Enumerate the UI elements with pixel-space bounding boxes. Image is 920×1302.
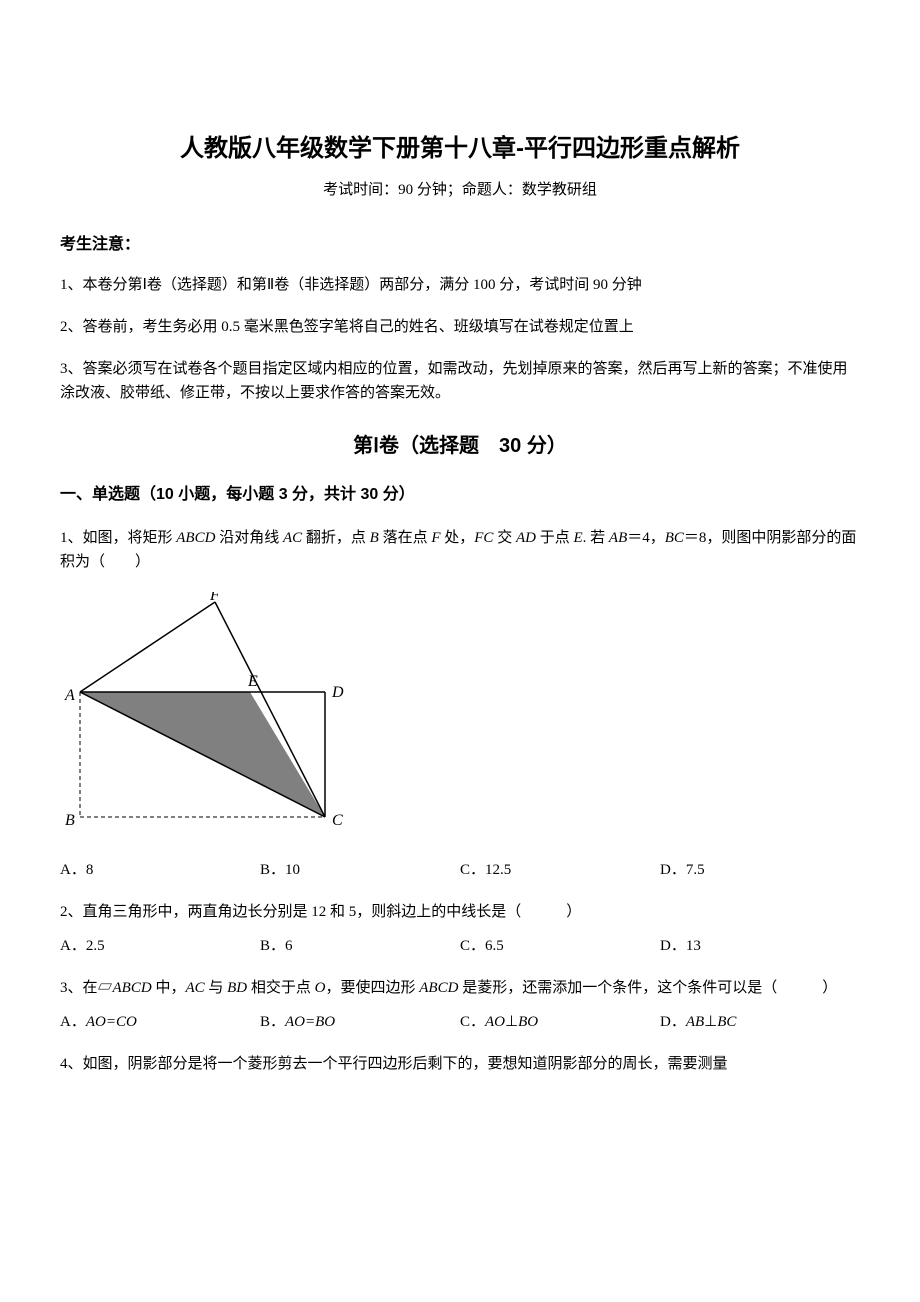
question-3-options: A．AO=CO B．AO=BO C．AO⊥BO D．AB⊥BC <box>60 1010 860 1034</box>
instruction-3: 3、答案必须写在试卷各个题目指定区域内相应的位置，如需改动，先划掉原来的答案，然… <box>60 357 860 405</box>
svg-text:A: A <box>64 687 75 704</box>
geometry-figure-icon: A B C D E F <box>60 592 360 832</box>
question-1-figure: A B C D E F <box>60 592 860 840</box>
question-3-text: 3、在▱ABCD 中，AC 与 BD 相交于点 O，要使四边形 ABCD 是菱形… <box>60 976 860 1000</box>
svg-text:D: D <box>331 684 344 701</box>
instruction-1: 1、本卷分第Ⅰ卷（选择题）和第Ⅱ卷（非选择题）两部分，满分 100 分，考试时间… <box>60 273 860 297</box>
q3-option-c: C．AO⊥BO <box>460 1010 660 1034</box>
question-1-options: A．8 B．10 C．12.5 D．7.5 <box>60 858 860 882</box>
svg-text:F: F <box>209 592 220 604</box>
q2-option-b: B．6 <box>260 934 460 958</box>
q2-option-c: C．6.5 <box>460 934 660 958</box>
question-2-text: 2、直角三角形中，两直角边长分别是 12 和 5，则斜边上的中线长是（ ） <box>60 900 860 924</box>
q3-option-d: D．AB⊥BC <box>660 1010 860 1034</box>
question-2-options: A．2.5 B．6 C．6.5 D．13 <box>60 934 860 958</box>
svg-text:C: C <box>332 812 343 829</box>
svg-text:E: E <box>247 673 258 690</box>
instruction-2: 2、答卷前，考生务必用 0.5 毫米黑色签字笔将自己的姓名、班级填写在试卷规定位… <box>60 315 860 339</box>
q3-option-b: B．AO=BO <box>260 1010 460 1034</box>
question-1: 1、如图，将矩形 ABCD 沿对角线 AC 翻折，点 B 落在点 F 处，FC … <box>60 526 860 882</box>
document-title: 人教版八年级数学下册第十八章-平行四边形重点解析 <box>60 130 860 168</box>
question-4-text: 4、如图，阴影部分是将一个菱形剪去一个平行四边形后剩下的，要想知道阴影部分的周长… <box>60 1052 860 1076</box>
q1-option-d: D．7.5 <box>660 858 860 882</box>
q2-option-a: A．2.5 <box>60 934 260 958</box>
document-subtitle: 考试时间：90 分钟；命题人：数学教研组 <box>60 178 860 202</box>
section-1-heading: 一、单选题（10 小题，每小题 3 分，共计 30 分） <box>60 482 860 508</box>
q2-option-d: D．13 <box>660 934 860 958</box>
question-3: 3、在▱ABCD 中，AC 与 BD 相交于点 O，要使四边形 ABCD 是菱形… <box>60 976 860 1034</box>
question-4: 4、如图，阴影部分是将一个菱形剪去一个平行四边形后剩下的，要想知道阴影部分的周长… <box>60 1052 860 1076</box>
q1-option-a: A．8 <box>60 858 260 882</box>
svg-text:B: B <box>65 812 75 829</box>
question-2: 2、直角三角形中，两直角边长分别是 12 和 5，则斜边上的中线长是（ ） A．… <box>60 900 860 958</box>
q1-option-c: C．12.5 <box>460 858 660 882</box>
question-1-text: 1、如图，将矩形 ABCD 沿对角线 AC 翻折，点 B 落在点 F 处，FC … <box>60 526 860 574</box>
q1-option-b: B．10 <box>260 858 460 882</box>
notice-heading: 考生注意： <box>60 232 860 258</box>
part-heading: 第Ⅰ卷（选择题 30 分） <box>60 430 860 462</box>
q3-option-a: A．AO=CO <box>60 1010 260 1034</box>
